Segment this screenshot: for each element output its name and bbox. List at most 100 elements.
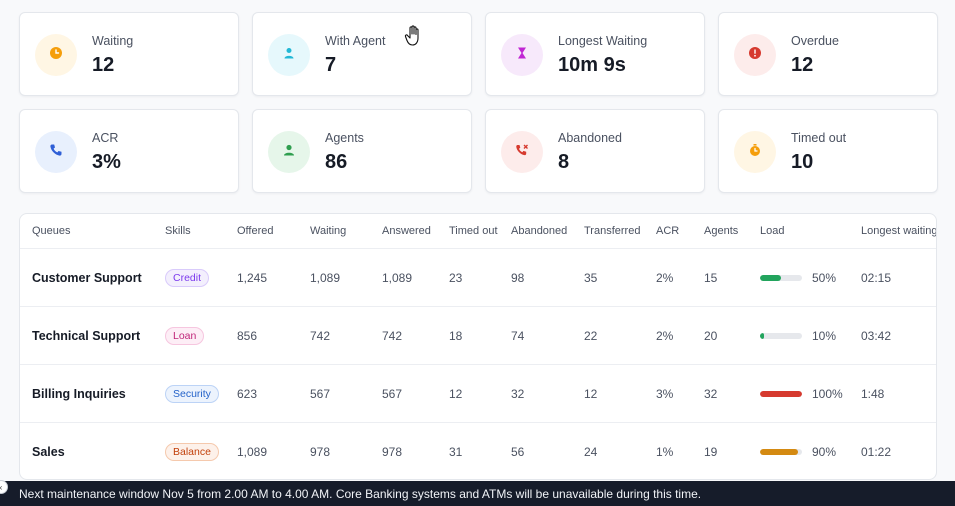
kpi-card-agents[interactable]: Agents 86 [252, 109, 472, 193]
load-percent: 100% [812, 386, 843, 401]
alert-icon [748, 46, 762, 65]
queue-name[interactable]: Customer Support [32, 270, 142, 285]
kpi-label: Abandoned [558, 131, 622, 145]
skill-cell: Loan [165, 307, 205, 364]
table-row[interactable]: Billing Inquiries Security 623 567 567 12 32 12… [20, 365, 936, 423]
maintenance-message: Next maintenance window Nov 5 from 2.00 … [19, 486, 702, 501]
kpi-label: Overdue [791, 34, 839, 48]
kpi-card-overdue[interactable]: Overdue 12 [718, 12, 938, 96]
kpi-label: Agents [325, 131, 364, 145]
column-header[interactable]: Offered [237, 225, 274, 237]
cell-abandoned: 98 [511, 270, 525, 285]
cell-waiting: 978 [310, 444, 331, 459]
skill-cell: Security [165, 365, 219, 422]
timer-icon [748, 143, 762, 162]
kpi-card-acr[interactable]: ACR 3% [19, 109, 239, 193]
cell-answered: 742 [382, 328, 403, 343]
cell-agents: 32 [704, 386, 718, 401]
cell-offered: 1,089 [237, 444, 268, 459]
user-icon [282, 46, 296, 65]
clock-icon [49, 46, 63, 65]
cell-abandoned: 32 [511, 386, 525, 401]
clock-icon-badge [35, 34, 77, 76]
skill-cell: Balance [165, 423, 219, 479]
load-bar-fill [760, 390, 802, 397]
queue-name[interactable]: Technical Support [32, 328, 141, 343]
cell-waiting: 742 [310, 328, 331, 343]
cell-longest-waiting: 03:42 [861, 328, 892, 343]
column-header[interactable]: Queues [32, 225, 71, 237]
kpi-label: ACR [92, 131, 119, 145]
timer-icon-badge [734, 131, 776, 173]
hourglass-icon [515, 46, 529, 65]
column-header[interactable]: Skills [165, 225, 191, 237]
kpi-value: 7 [325, 54, 337, 76]
cell-transferred: 24 [584, 444, 598, 459]
load-cell: 90% [760, 423, 850, 479]
cell-timed-out: 31 [449, 444, 463, 459]
cell-acr: 2% [656, 270, 674, 285]
cell-abandoned: 56 [511, 444, 525, 459]
kpi-value: 12 [791, 54, 814, 76]
skill-badge: Security [165, 384, 219, 403]
table-row[interactable]: Sales Balance 1,089 978 978 31 56 24 1% 19 90% 01:2… [20, 423, 936, 479]
table-header: Queues Skills Offered Waiting Answered Timed … [20, 214, 937, 249]
agent-icon [282, 143, 296, 162]
column-header[interactable]: Agents [704, 225, 739, 237]
cell-transferred: 12 [584, 386, 598, 401]
load-bar [760, 332, 802, 339]
column-header[interactable]: Waiting [310, 225, 347, 237]
cell-acr: 3% [656, 386, 674, 401]
cell-timed-out: 23 [449, 270, 463, 285]
load-percent: 10% [812, 328, 837, 343]
kpi-value: 86 [325, 151, 348, 173]
maintenance-banner: Next maintenance window Nov 5 from 2.00 … [0, 481, 955, 506]
cell-waiting: 1,089 [310, 270, 341, 285]
phone-missed-icon-badge [501, 131, 543, 173]
phone-missed-icon [515, 143, 529, 162]
phone-icon-badge [35, 131, 77, 173]
column-header[interactable]: ACR [656, 225, 680, 237]
load-percent: 50% [812, 270, 837, 285]
cell-offered: 856 [237, 328, 258, 343]
cell-answered: 978 [382, 444, 403, 459]
load-bar-fill [760, 274, 781, 281]
load-percent: 90% [812, 444, 837, 459]
cell-longest-waiting: 02:15 [861, 270, 892, 285]
kpi-card-abandoned[interactable]: Abandoned 8 [485, 109, 705, 193]
column-header[interactable]: Abandoned [511, 225, 568, 237]
column-header[interactable]: Answered [382, 225, 431, 237]
kpi-label: Timed out [791, 131, 847, 145]
column-header[interactable]: Load [760, 225, 785, 237]
cell-longest-waiting: 01:22 [861, 444, 892, 459]
skill-badge: Credit [165, 268, 210, 287]
load-bar [760, 448, 802, 455]
table-row[interactable]: Customer Support Credit 1,245 1,089 1,089 23 9… [20, 249, 936, 307]
table-row[interactable]: Technical Support Loan 856 742 742 18 74 22 2% 20… [20, 307, 936, 365]
kpi-card-with-agent[interactable]: With Agent 7 [252, 12, 472, 96]
queue-name[interactable]: Sales [32, 444, 65, 459]
kpi-card-timed-out[interactable]: Timed out 10 [718, 109, 938, 193]
kpi-value: 12 [92, 54, 115, 76]
user-icon-badge [268, 34, 310, 76]
kpi-card-longest-waiting[interactable]: Longest Waiting 10m 9s [485, 12, 705, 96]
cell-transferred: 22 [584, 328, 598, 343]
load-bar-fill [760, 332, 765, 339]
kpi-label: Longest Waiting [558, 34, 648, 48]
skill-cell: Credit [165, 249, 210, 306]
cell-transferred: 35 [584, 270, 598, 285]
cell-waiting: 567 [310, 386, 331, 401]
column-header[interactable]: Longest waiting [861, 225, 937, 237]
kpi-value: 10 [791, 151, 814, 173]
skill-badge: Loan [165, 326, 205, 345]
queue-name[interactable]: Billing Inquiries [32, 386, 126, 401]
column-header[interactable]: Timed out [449, 225, 498, 237]
load-bar-fill [760, 448, 798, 455]
kpi-card-waiting[interactable]: Waiting 12 [19, 12, 239, 96]
agent-icon-badge [268, 131, 310, 173]
column-header[interactable]: Transferred [584, 225, 641, 237]
cell-offered: 623 [237, 386, 258, 401]
phone-icon [49, 143, 63, 162]
cell-acr: 1% [656, 444, 674, 459]
